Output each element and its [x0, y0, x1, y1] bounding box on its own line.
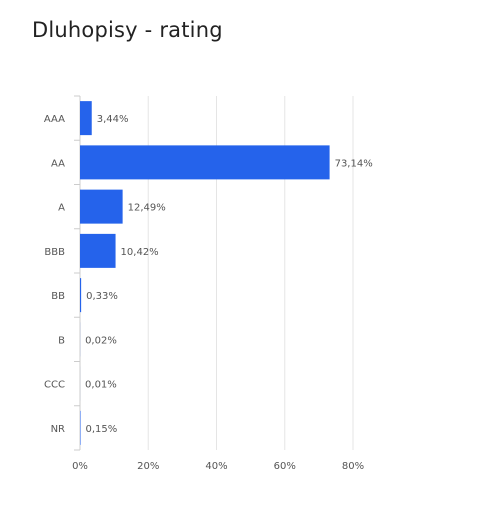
data-label: 10,42% — [121, 247, 159, 258]
bars — [80, 101, 330, 445]
bar-a — [80, 189, 123, 224]
bar-nr — [80, 410, 81, 445]
x-tick-label: 60% — [274, 461, 296, 472]
category-label: A — [58, 203, 65, 214]
chart-title: Dluhopisy - rating — [32, 18, 223, 42]
data-label: 0,02% — [85, 335, 117, 346]
data-label: 73,14% — [335, 158, 373, 169]
bar-aa — [80, 145, 330, 180]
x-tick-label: 40% — [205, 461, 227, 472]
bar-bb — [80, 278, 82, 313]
data-label: 3,44% — [97, 114, 129, 125]
category-label: AA — [51, 158, 65, 169]
bar-bbb — [80, 233, 116, 268]
y-axis — [74, 95, 81, 451]
data-label: 12,49% — [128, 203, 166, 214]
x-tick-label: 0% — [72, 461, 88, 472]
category-label: NR — [51, 424, 65, 435]
x-tick-label: 20% — [137, 461, 159, 472]
category-label: AAA — [44, 114, 65, 125]
x-tick-label: 80% — [342, 461, 364, 472]
data-label: 0,01% — [85, 380, 117, 391]
category-label: BB — [51, 291, 65, 302]
category-label: CCC — [44, 380, 65, 391]
category-label: BBB — [44, 247, 65, 258]
category-label: B — [58, 335, 65, 346]
labels: 0% 20% 40% 60% 80%AAA 3,44%AA 73,14%A 12,49%BBB… — [44, 114, 373, 472]
data-label: 0,15% — [86, 424, 118, 435]
data-label: 0,33% — [86, 291, 118, 302]
bar-aaa — [80, 101, 92, 136]
